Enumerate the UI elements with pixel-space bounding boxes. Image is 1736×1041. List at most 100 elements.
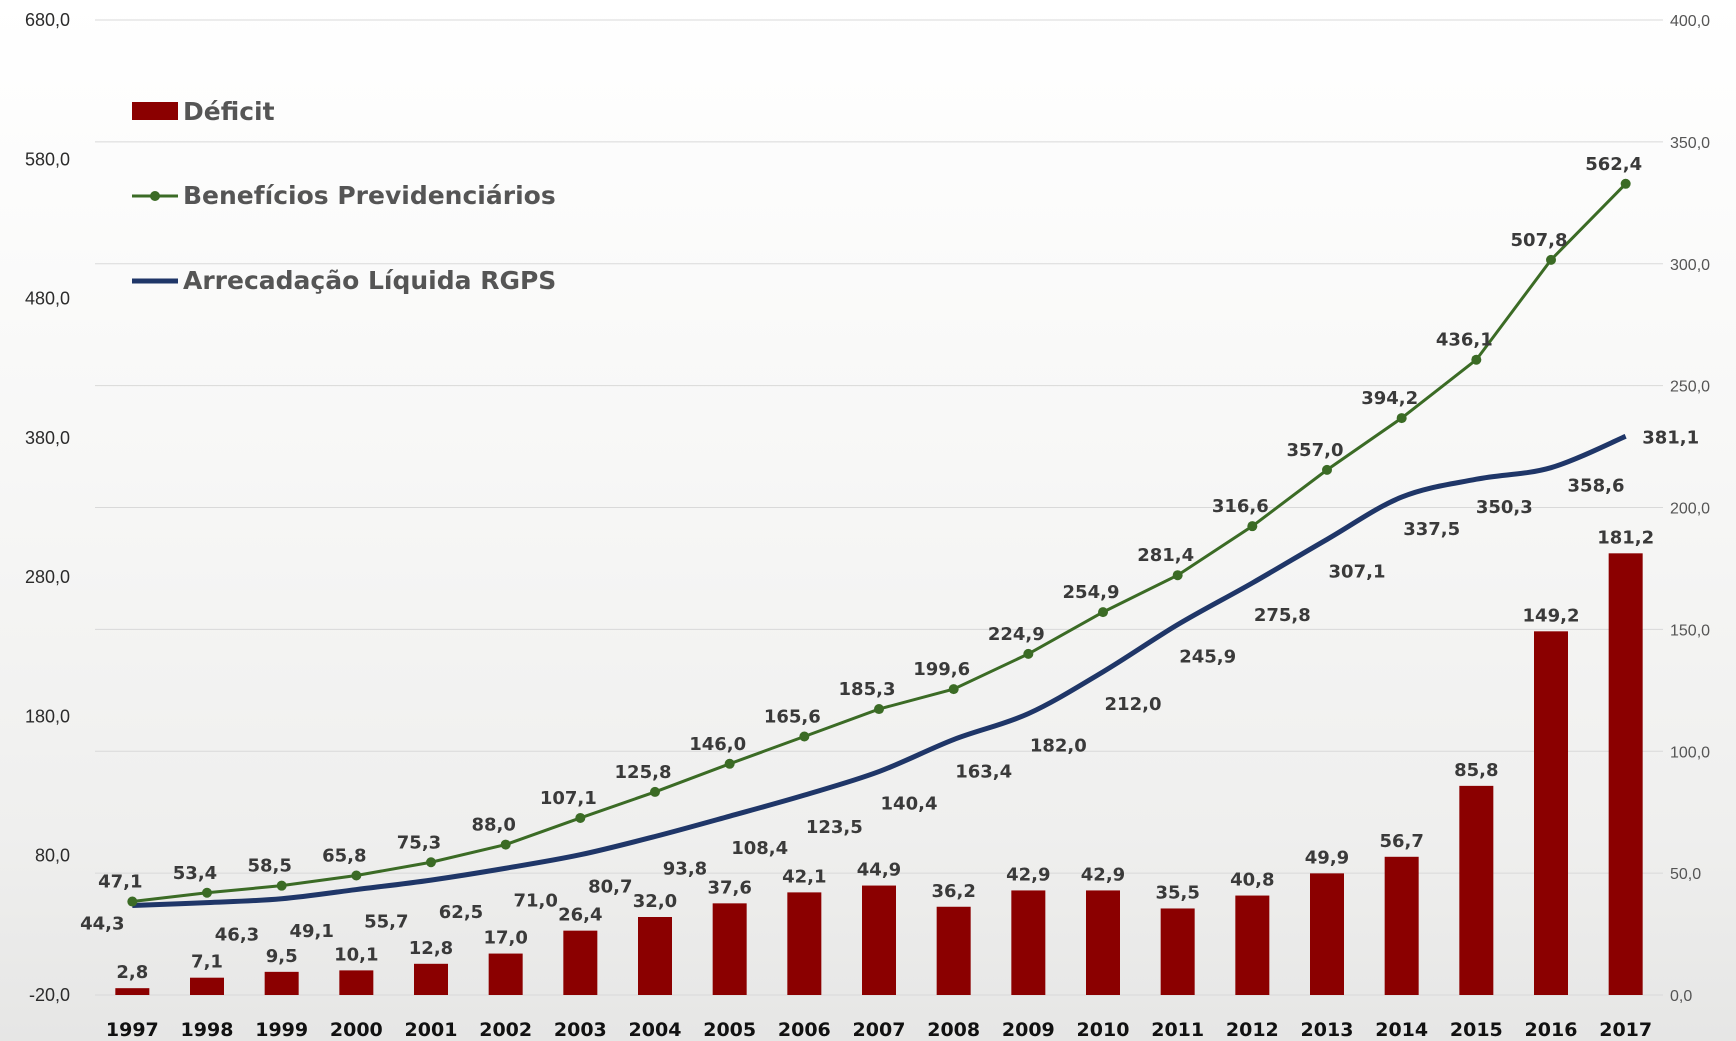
- marker-beneficios: [799, 731, 809, 741]
- x-tick-label: 2007: [853, 1019, 906, 1041]
- bar-deficit: [1385, 857, 1419, 995]
- data-label-deficit: 37,6: [707, 877, 751, 898]
- y-left-tick-label: 680,0: [25, 10, 70, 30]
- y-left-tick-label: 180,0: [25, 706, 70, 726]
- data-label-arrecadacao: 80,7: [588, 877, 632, 898]
- data-label-deficit: 42,9: [1081, 864, 1125, 885]
- marker-beneficios: [351, 870, 361, 880]
- legend-label-arrecadacao: Arrecadação Líquida RGPS: [183, 266, 556, 295]
- bar-deficit: [563, 931, 597, 995]
- bar-deficit: [1011, 890, 1045, 995]
- y-right-tick-label: 250,0: [1670, 379, 1710, 396]
- marker-beneficios: [1546, 255, 1556, 265]
- data-label-deficit: 56,7: [1379, 831, 1423, 852]
- x-tick-label: 2002: [479, 1019, 532, 1041]
- data-label-deficit: 35,5: [1155, 882, 1199, 903]
- data-label-arrecadacao: 358,6: [1568, 476, 1625, 497]
- data-label-arrecadacao: 140,4: [881, 794, 938, 815]
- data-label-beneficios: 53,4: [173, 863, 217, 884]
- marker-beneficios: [1173, 570, 1183, 580]
- data-label-beneficios: 146,0: [689, 734, 746, 755]
- legend-label-deficit: Déficit: [183, 97, 275, 126]
- data-label-deficit: 9,5: [266, 946, 298, 967]
- data-label-deficit: 181,2: [1597, 527, 1654, 548]
- data-label-arrecadacao: 71,0: [513, 890, 557, 911]
- bar-deficit: [1086, 890, 1120, 995]
- data-label-arrecadacao: 381,1: [1642, 427, 1699, 448]
- data-label-beneficios: 436,1: [1436, 330, 1493, 351]
- data-label-arrecadacao: 108,4: [731, 838, 788, 859]
- marker-beneficios: [874, 704, 884, 714]
- x-tick-label: 2016: [1525, 1019, 1578, 1041]
- marker-beneficios: [1322, 465, 1332, 475]
- marker-beneficios: [501, 840, 511, 850]
- data-label-arrecadacao: 245,9: [1179, 647, 1236, 668]
- data-label-beneficios: 507,8: [1511, 230, 1568, 251]
- data-label-beneficios: 47,1: [98, 872, 142, 893]
- data-label-beneficios: 185,3: [839, 679, 896, 700]
- data-label-arrecadacao: 46,3: [215, 925, 259, 946]
- data-label-deficit: 32,0: [633, 891, 677, 912]
- data-label-arrecadacao: 350,3: [1476, 497, 1533, 518]
- y-left-tick-label: 380,0: [25, 428, 70, 448]
- bar-deficit: [1161, 908, 1195, 995]
- x-tick-label: 2012: [1226, 1019, 1279, 1041]
- y-right-tick-label: 0,0: [1670, 988, 1692, 1005]
- bar-deficit: [862, 886, 896, 995]
- bar-deficit: [1310, 873, 1344, 995]
- x-tick-label: 2003: [554, 1019, 607, 1041]
- x-tick-label: 2000: [330, 1019, 383, 1041]
- data-label-beneficios: 562,4: [1585, 154, 1642, 175]
- legend-swatch-deficit: [132, 102, 178, 120]
- data-label-deficit: 42,1: [782, 866, 826, 887]
- legend: Déficit Benefícios Previdenciários Arrec…: [132, 97, 556, 295]
- x-tick-label: 1997: [106, 1019, 159, 1041]
- y-left-tick-label: 580,0: [25, 149, 70, 169]
- bar-deficit: [489, 954, 523, 995]
- data-label-beneficios: 75,3: [397, 832, 441, 853]
- marker-beneficios: [127, 897, 137, 907]
- data-label-deficit: 12,8: [409, 938, 453, 959]
- data-label-deficit: 26,4: [558, 905, 602, 926]
- y-left-tick-label: 480,0: [25, 289, 70, 309]
- marker-beneficios: [1247, 521, 1257, 531]
- data-label-deficit: 2,8: [116, 962, 148, 983]
- data-label-arrecadacao: 44,3: [80, 913, 124, 934]
- marker-beneficios: [1471, 355, 1481, 365]
- data-label-beneficios: 58,5: [247, 856, 291, 877]
- x-tick-label: 2008: [927, 1019, 980, 1041]
- data-label-beneficios: 199,6: [913, 659, 970, 680]
- data-label-beneficios: 165,6: [764, 706, 821, 727]
- data-label-arrecadacao: 62,5: [439, 902, 483, 923]
- data-label-deficit: 42,9: [1006, 864, 1050, 885]
- data-label-arrecadacao: 337,5: [1403, 519, 1460, 540]
- data-label-arrecadacao: 182,0: [1030, 736, 1087, 757]
- data-label-beneficios: 88,0: [471, 815, 515, 836]
- x-tick-label: 2015: [1450, 1019, 1503, 1041]
- bar-deficit: [414, 964, 448, 995]
- y-right-tick-label: 350,0: [1670, 135, 1710, 152]
- y-right-tick-label: 300,0: [1670, 257, 1710, 274]
- y-right-tick-label: 400,0: [1670, 13, 1710, 30]
- y-right-tick-label: 150,0: [1670, 622, 1710, 639]
- y-left-tick-label: 80,0: [35, 846, 70, 866]
- legend-swatch-beneficios-marker: [150, 191, 160, 201]
- data-label-deficit: 40,8: [1230, 870, 1274, 891]
- bar-deficit: [1609, 553, 1643, 995]
- x-tick-label: 1998: [181, 1019, 234, 1041]
- x-tick-label: 2004: [629, 1019, 682, 1041]
- bar-deficit: [1534, 631, 1568, 995]
- marker-beneficios: [1023, 649, 1033, 659]
- data-label-beneficios: 107,1: [540, 788, 597, 809]
- bar-deficit: [339, 970, 373, 995]
- data-label-beneficios: 224,9: [988, 624, 1045, 645]
- marker-beneficios: [575, 813, 585, 823]
- marker-beneficios: [1397, 413, 1407, 423]
- bar-deficit: [713, 903, 747, 995]
- data-label-deficit: 7,1: [191, 952, 223, 973]
- data-label-arrecadacao: 212,0: [1105, 694, 1162, 715]
- data-label-arrecadacao: 123,5: [806, 817, 863, 838]
- marker-beneficios: [1098, 607, 1108, 617]
- x-tick-label: 2010: [1077, 1019, 1130, 1041]
